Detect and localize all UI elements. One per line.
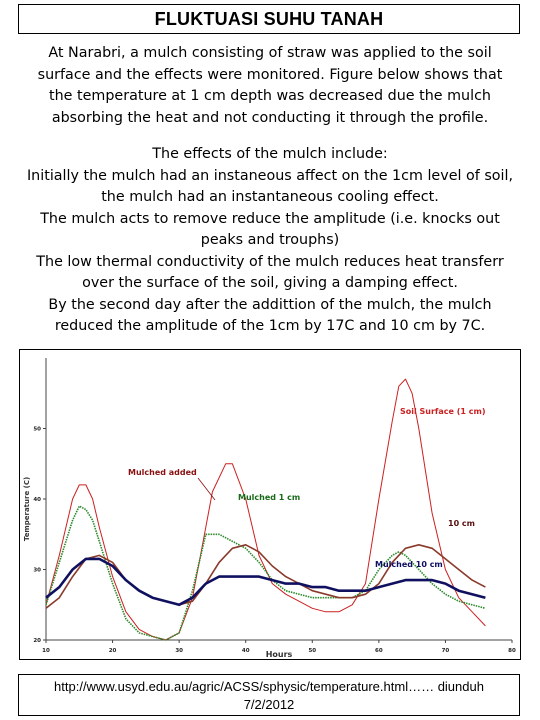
x-tick-label: 10 [42, 648, 50, 654]
series-label-10cm: 10 cm [448, 519, 475, 528]
y-tick-label: 40 [33, 497, 41, 503]
x-tick-label: 30 [175, 648, 183, 654]
intro-paragraph: At Narabri, a mulch consisting of straw … [0, 43, 540, 129]
chart-svg: 10 20 30 40 50 60 70 8020304050HoursTemperature… [23, 358, 516, 659]
series-line-0 [45, 378, 486, 641]
intro-line: At Narabri, a mulch consisting of straw … [48, 45, 492, 61]
title-box: FLUKTUASI SUHU TANAH [18, 4, 520, 34]
effects-line: The low thermal conductivity of the mulc… [36, 253, 504, 270]
x-tick-label: 50 [308, 648, 316, 654]
x-tick-label: 40 [242, 648, 250, 654]
download-date: 7/2/2012 [243, 697, 295, 712]
page-title: FLUKTUASI SUHU TANAH [154, 8, 384, 29]
series-line-3 [45, 557, 486, 607]
effects-line: over the surface of the soil, giving a d… [82, 275, 458, 291]
intro-line: surface and the effects were monitored. … [37, 66, 503, 83]
series-line-2 [45, 544, 486, 609]
effects-line: The effects of the mulch include: [152, 146, 388, 162]
source-footer: http://www.usyd.edu.au/agric/ACSS/sphysi… [18, 674, 520, 716]
effects-line: reduced the amplitude of the 1cm by 17C … [54, 318, 486, 334]
y-axis-title: Temperature (C) [23, 477, 31, 541]
x-tick-label: 80 [508, 648, 516, 654]
x-tick-label: 20 [109, 648, 117, 654]
effects-line: peaks and trouphs) [200, 232, 340, 248]
x-axis-title: Hours [266, 650, 293, 659]
temperature-chart: 10 20 30 40 50 60 70 80 20 30 40 50 Hours Temperature… [19, 349, 521, 660]
mulched-1cm-label: Mulched 1 cm [238, 493, 300, 502]
y-tick-label: 30 [33, 568, 41, 574]
effects-line: the mulch had an instantaneous cooling e… [101, 189, 439, 205]
soil-surface-label: Soil Surface (1 cm) [400, 407, 486, 416]
mulched-added-pointer [197, 477, 216, 501]
mulched-added-label: Mulched added [128, 468, 197, 477]
effects-line: Initially the mulch had an instaneous af… [26, 167, 514, 184]
x-tick-label: 60 [375, 648, 383, 654]
effects-paragraph: The effects of the mulch include: Initia… [0, 144, 540, 338]
source-url[interactable]: http://www.usyd.edu.au/agric/ACSS/sphysi… [54, 679, 484, 694]
series-line-1 [45, 505, 486, 641]
intro-line: the temperature at 1 cm depth was decrea… [49, 88, 491, 104]
intro-line: absorbing the heat and not conducting it… [51, 109, 489, 126]
effects-line: The mulch acts to remove reduce the ampl… [40, 210, 500, 227]
y-tick-label: 50 [33, 427, 41, 433]
y-tick-label: 20 [33, 638, 41, 644]
mulched-10cm-label: Mulched 10 cm [375, 560, 443, 569]
effects-line: By the second day after the addittion of… [48, 296, 492, 313]
x-tick-label: 70 [442, 648, 450, 654]
